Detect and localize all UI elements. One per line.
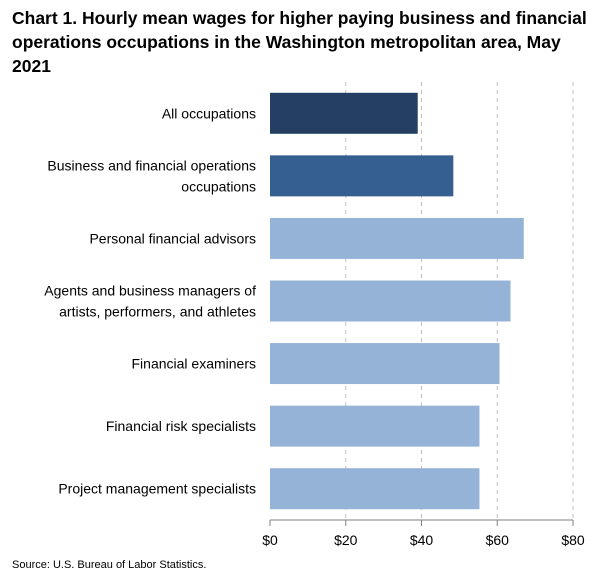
x-tick-label: $40: [410, 532, 434, 548]
bar: [270, 280, 511, 322]
x-tick-label: $60: [486, 532, 510, 548]
category-label: Financial examiners: [132, 356, 257, 372]
x-axis: $0 $20 $40 $60 $80: [262, 519, 585, 548]
category-label: Project management specialists: [58, 481, 256, 497]
x-tick-label: $0: [262, 532, 278, 548]
x-tick-label: $80: [561, 532, 585, 548]
bar: [270, 155, 454, 197]
chart-title: Chart 1. Hourly mean wages for higher pa…: [12, 8, 587, 76]
category-label: Personal financial advisors: [89, 230, 256, 246]
x-tick-label: $20: [334, 532, 358, 548]
bar: [270, 343, 500, 385]
category-label: Business and financial operations: [47, 157, 256, 173]
category-label: artists, performers, and athletes: [59, 304, 256, 320]
source-note: Source: U.S. Bureau of Labor Statistics.: [12, 559, 207, 571]
category-label: All occupations: [162, 105, 256, 121]
category-label: Agents and business managers of: [44, 283, 256, 299]
bar: [270, 217, 524, 259]
bars: [270, 92, 524, 510]
bar: [270, 405, 480, 447]
category-label: Financial risk specialists: [106, 418, 256, 434]
bar: [270, 468, 480, 510]
category-labels: All occupations Business and financial op…: [44, 105, 256, 496]
bar: [270, 92, 418, 134]
category-label: occupations: [181, 178, 256, 194]
